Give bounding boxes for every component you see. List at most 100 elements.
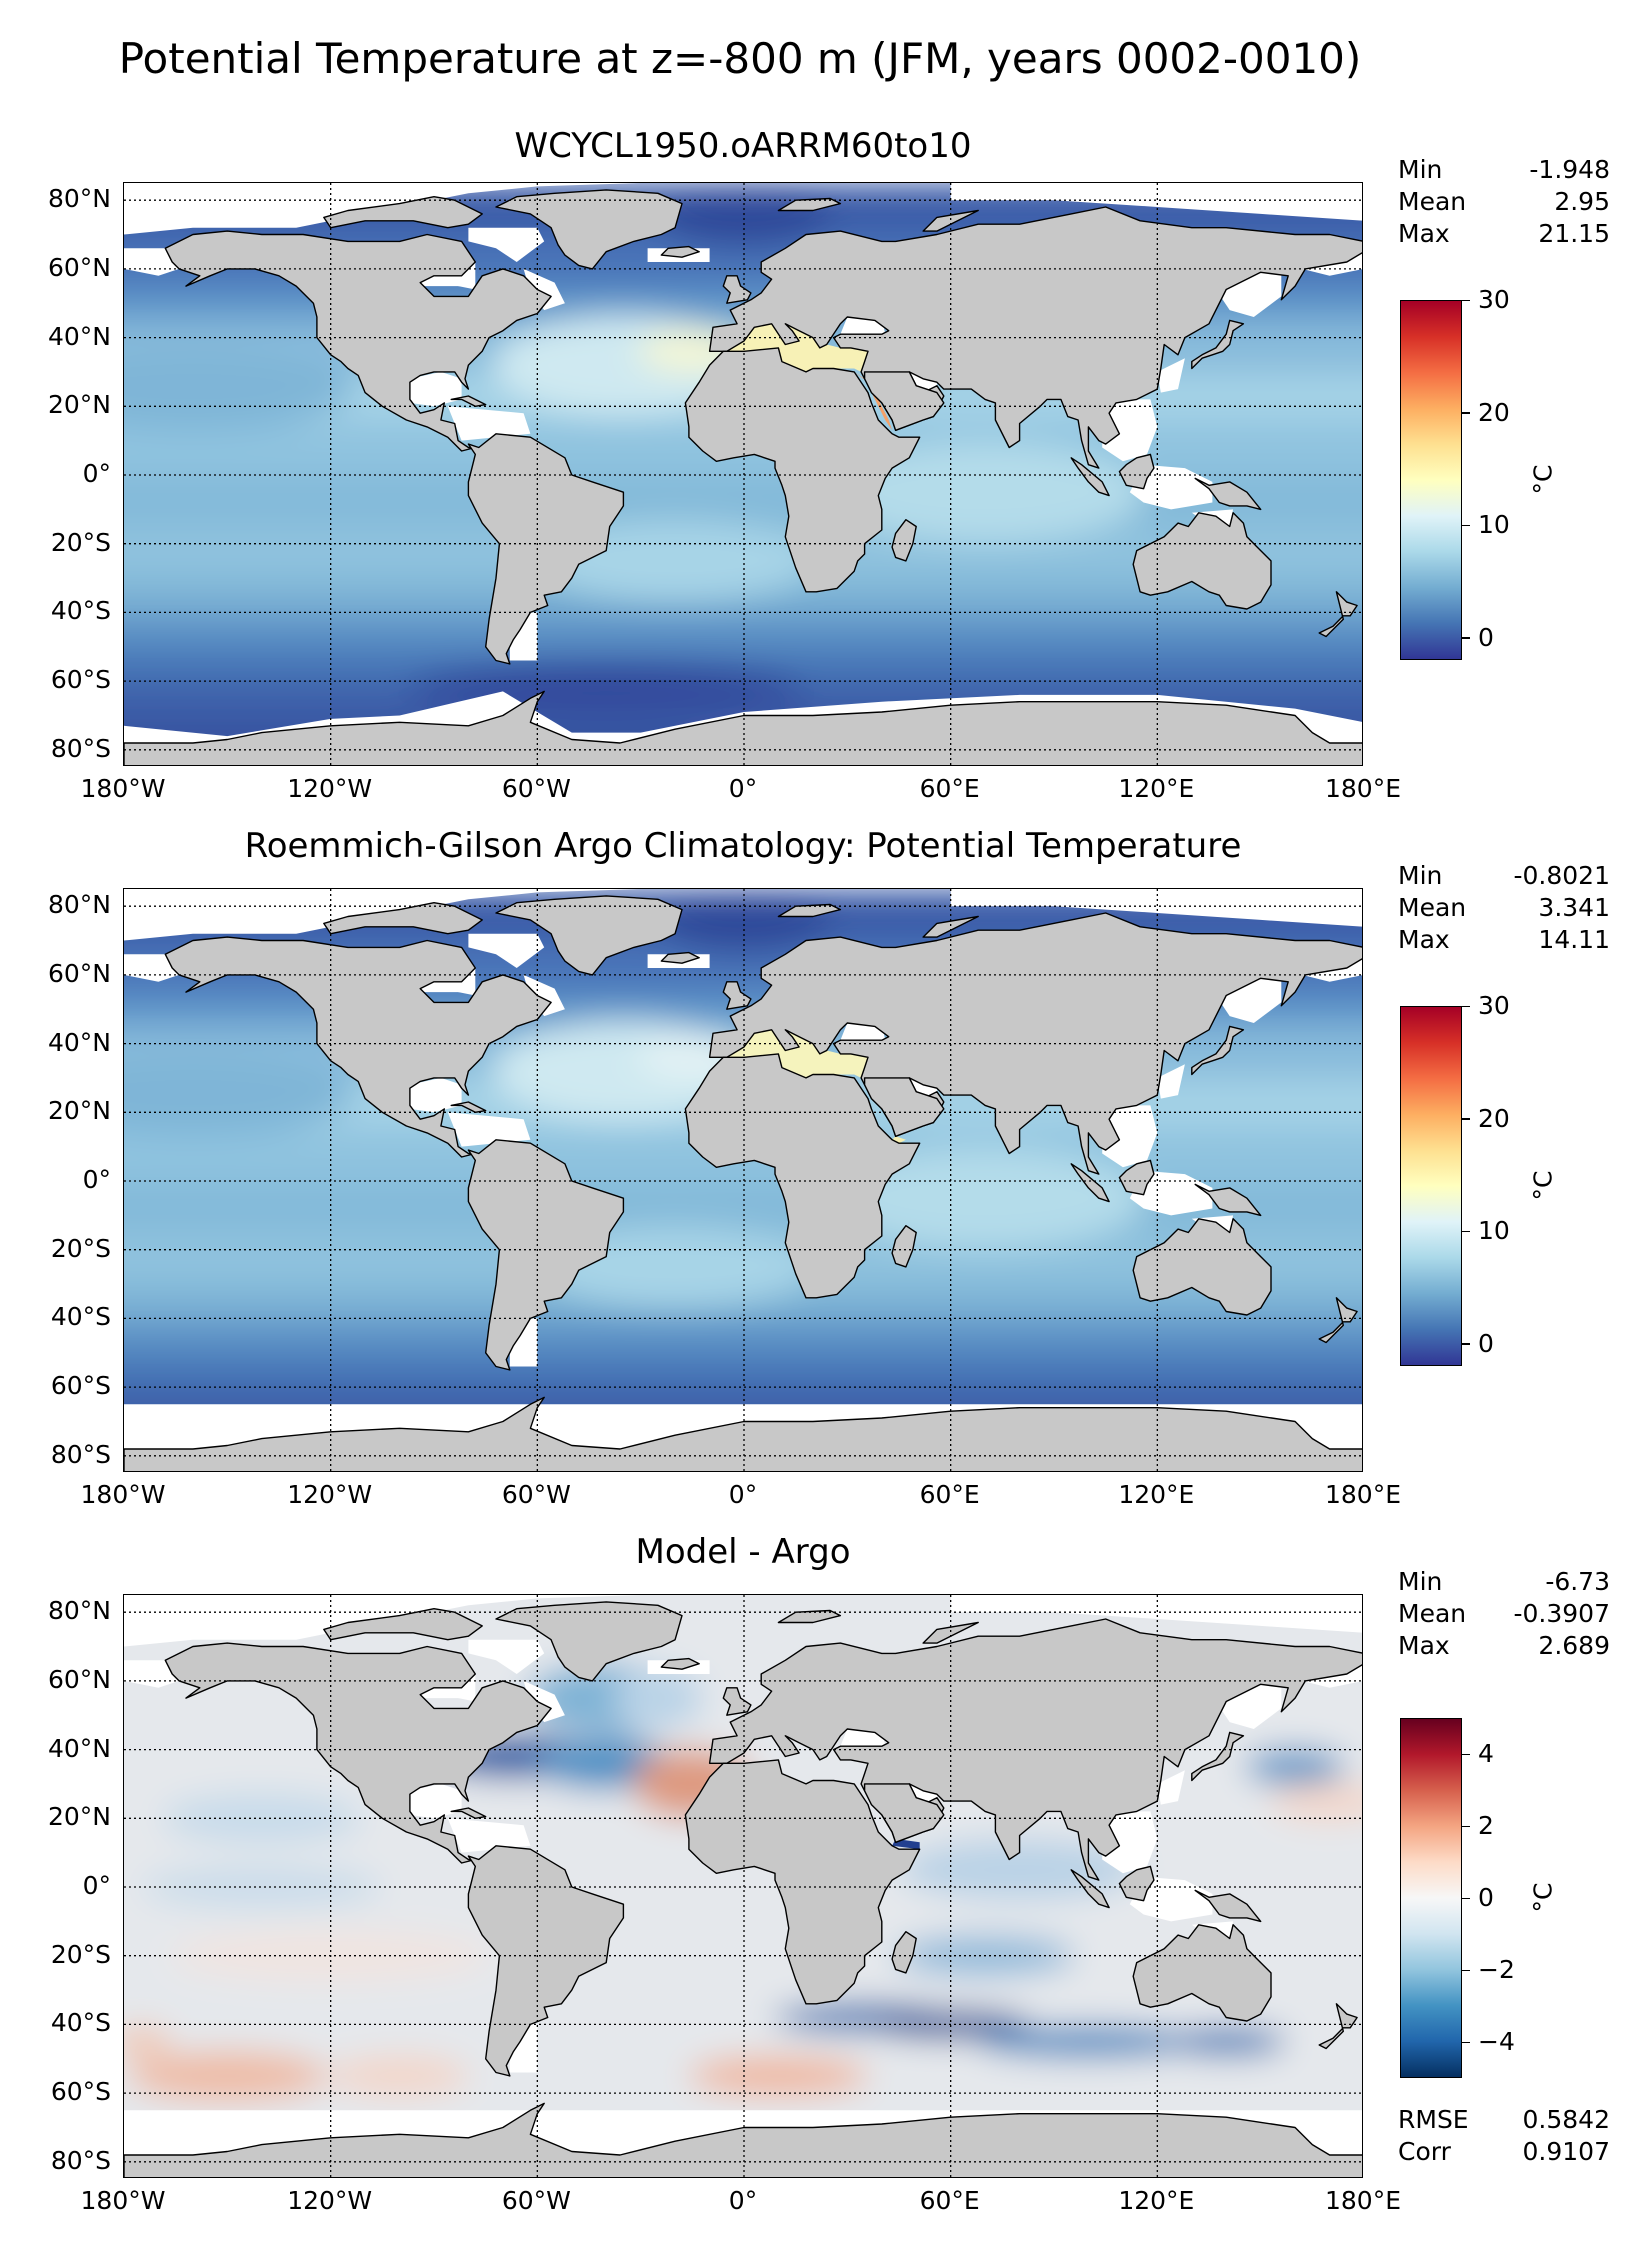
nodata-region <box>1157 1064 1185 1099</box>
stat-max: 2.689 <box>1538 1631 1610 1660</box>
stat-mean: -0.3907 <box>1513 1599 1611 1628</box>
land-britain <box>722 275 752 304</box>
land-japan <box>1191 1731 1245 1782</box>
y-tick-label: 60°N <box>47 252 111 282</box>
x-tick-label: 60°W <box>501 2186 571 2215</box>
land-australia <box>1132 512 1272 610</box>
error-stats-block: RMSE 0.5842 Corr 0.9107 <box>1398 2104 1610 2168</box>
stat-max: 21.15 <box>1538 219 1610 248</box>
land-sumatra <box>1070 1869 1110 1909</box>
stat-mean: 3.341 <box>1538 893 1610 922</box>
land-borneo <box>1118 1159 1155 1196</box>
land-greenland <box>495 1601 683 1682</box>
map-argo <box>123 888 1363 1472</box>
colorbar-unit: °C <box>1528 464 1558 495</box>
map-bias <box>123 1594 1363 2178</box>
land-north-america <box>164 936 552 1158</box>
x-tick-label: 120°E <box>1118 2186 1195 2215</box>
x-tick-label: 60°E <box>919 774 980 803</box>
land-svalbard <box>777 197 842 212</box>
land-britain <box>722 981 752 1010</box>
nodata-region <box>1102 1105 1158 1168</box>
nodata-region <box>523 974 565 1017</box>
mediterranean-sea <box>726 1029 868 1078</box>
land-sumatra <box>1070 1163 1110 1203</box>
land-cuba <box>450 395 487 408</box>
stat-max: 14.11 <box>1538 925 1610 954</box>
land-new-zealand <box>1318 1297 1358 1344</box>
land-south-america <box>467 1845 625 2077</box>
colorbar-tick: 2 <box>1461 1811 1494 1840</box>
y-tick-label: 80°N <box>47 184 111 214</box>
nodata-region <box>1157 358 1185 393</box>
land-novaya <box>922 1621 979 1644</box>
stats-block: Min -6.73 Mean -0.3907 Max 2.689 <box>1398 1566 1610 1662</box>
land-australia <box>1132 1218 1272 1316</box>
y-tick-label: 40°S <box>50 2008 111 2038</box>
land-antarctica <box>124 2102 1362 2177</box>
y-tick-label: 40°S <box>50 596 111 626</box>
stats-block: Min -0.8021 Mean 3.341 Max 14.11 <box>1398 860 1610 956</box>
land-new-zealand <box>1318 591 1358 638</box>
graticule <box>124 889 1362 1471</box>
y-tick-label: 0° <box>82 1871 111 1900</box>
x-tick-label: 60°E <box>919 2186 980 2215</box>
mediterranean-sea <box>726 323 868 372</box>
stat-rmse: 0.5842 <box>1522 2105 1610 2134</box>
map-svg <box>124 183 1362 765</box>
land-south-america <box>467 433 625 665</box>
land-britain <box>722 1687 752 1716</box>
panel-model: WCYCL1950.oARRM60to10 Min -1.948 Mean 2.95… <box>0 120 1651 820</box>
colorbar-tick: −4 <box>1461 2027 1515 2056</box>
nodata-region <box>950 889 1362 927</box>
land-arctic-islands <box>323 195 483 229</box>
land-antarctica <box>124 1396 1362 1471</box>
stat-mean: 2.95 <box>1554 187 1610 216</box>
land-sumatra <box>1070 457 1110 497</box>
colorbar-tick: 0 <box>1461 623 1494 652</box>
stat-min: -0.8021 <box>1513 861 1611 890</box>
y-tick-label: 60°N <box>47 958 111 988</box>
colorbar-tick: 0 <box>1461 1883 1494 1912</box>
x-tick-label: 0° <box>728 774 758 803</box>
nodata-region <box>447 1112 531 1147</box>
stat-label: Max <box>1398 925 1450 954</box>
y-tick-label: 20°S <box>50 527 111 557</box>
land-madagascar <box>891 1931 917 1974</box>
colorbar-tick: 10 <box>1461 510 1510 539</box>
land-north-america <box>164 230 552 452</box>
stat-min: -1.948 <box>1529 155 1610 184</box>
y-tick-label: 60°S <box>50 2077 111 2107</box>
land-japan <box>1191 319 1245 370</box>
land-cuba <box>450 1101 487 1114</box>
land-south-america <box>467 1139 625 1371</box>
colorbar-tick: 20 <box>1461 1104 1510 1133</box>
colorbar-unit: °C <box>1528 1170 1558 1201</box>
y-tick-label: 80°N <box>47 1596 111 1626</box>
stat-label: Mean <box>1398 1599 1467 1628</box>
nodata-region <box>409 371 462 407</box>
x-tick-label: 0° <box>728 1480 758 1509</box>
nodata-region <box>840 1023 886 1041</box>
x-tick-label: 120°W <box>287 774 373 803</box>
colorbar-tick: −2 <box>1461 1955 1515 1984</box>
land-arctic-islands <box>323 901 483 935</box>
red-sea <box>854 371 893 431</box>
land-new-zealand <box>1318 2003 1358 2050</box>
nodata-region <box>1102 399 1158 462</box>
nodata-region <box>447 1818 531 1853</box>
colorbar <box>1400 1718 1462 2078</box>
colorbar-tick: 0 <box>1461 1329 1494 1358</box>
map-svg <box>124 1595 1362 2177</box>
y-tick-label: 40°N <box>47 321 111 351</box>
y-tick-label: 0° <box>82 459 111 488</box>
land-new-guinea <box>1194 1889 1262 1923</box>
x-tick-label: 180°W <box>80 1480 166 1509</box>
land-svalbard <box>777 903 842 918</box>
x-tick-label: 180°E <box>1324 2186 1402 2215</box>
nodata-region <box>950 1595 1362 1633</box>
stat-label: Max <box>1398 1631 1450 1660</box>
land-greenland <box>495 895 683 976</box>
land-madagascar <box>891 1225 917 1268</box>
y-tick-label: 40°N <box>47 1027 111 1057</box>
